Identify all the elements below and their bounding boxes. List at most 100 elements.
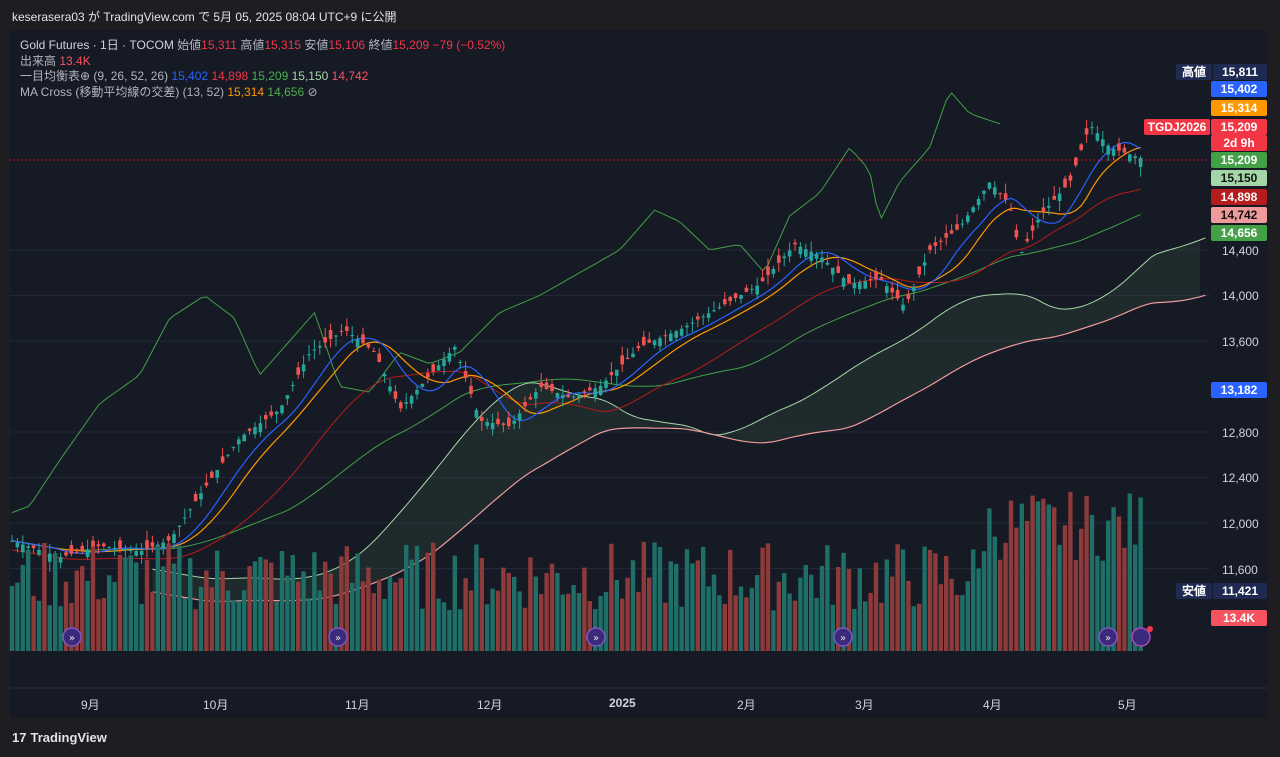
volume-bar (711, 574, 717, 651)
candle-body (885, 286, 889, 293)
open-label: 始値 (177, 38, 202, 52)
candle-body (361, 334, 365, 344)
volume-bar (269, 562, 274, 651)
ichimoku-span-b: 14,742 (331, 69, 369, 83)
volume-bar (922, 546, 927, 651)
volume-bar (42, 542, 47, 651)
volume-bar (1111, 507, 1116, 651)
candle-body (166, 536, 171, 541)
volume-bar (441, 602, 447, 651)
volume-bar (895, 544, 900, 651)
candle-body (793, 242, 797, 245)
event-marker-glyph: » (69, 633, 75, 644)
low-tag-label: 安値 (1176, 583, 1212, 599)
candle-body (647, 339, 651, 343)
candle-body (237, 439, 241, 445)
candle-body (517, 413, 522, 421)
volume-bar (868, 592, 873, 651)
tenkan-tag: 15,402 (1211, 81, 1267, 97)
crosshair-price-tag: 13,182 (1211, 382, 1267, 398)
legend: Gold Futures · 1日 · TOCOM 始値15,311 高値15,… (20, 38, 505, 100)
volume-bar (1035, 501, 1041, 651)
volume-bar (425, 552, 430, 651)
candle-body (582, 391, 587, 393)
candle-body (555, 393, 560, 398)
candle-body (712, 310, 716, 312)
x-tick: 3月 (855, 698, 874, 712)
symbol-name[interactable]: Gold Futures · 1日 · TOCOM (20, 38, 174, 52)
candle-body (933, 242, 938, 246)
candle-body (1133, 156, 1137, 159)
x-tick: 2025 (609, 696, 636, 710)
candle-body (382, 374, 387, 377)
candle-body (172, 533, 176, 543)
volume-bar (285, 575, 290, 651)
volume-bar (555, 572, 560, 651)
volume-bar (171, 563, 177, 651)
tradingview-brand[interactable]: 17 TradingView (12, 730, 107, 745)
candle-body (1079, 144, 1083, 150)
volume-bar (1041, 498, 1046, 651)
candle-body (334, 335, 338, 337)
volume-bar (944, 555, 949, 651)
candle-body (858, 282, 862, 290)
volume-label[interactable]: 出来高 (20, 53, 57, 68)
candle-body (1020, 252, 1024, 254)
open-value: 15,311 (201, 38, 237, 52)
ichimoku-label[interactable]: 一目均衡表⊕ (9, 26, 52, 26) (20, 69, 169, 83)
ma-cross-label[interactable]: MA Cross (移動平均線の交差) (13, 52) (20, 84, 225, 99)
volume-bar (938, 584, 943, 651)
candle-body (895, 289, 900, 299)
volume-bar (360, 581, 366, 651)
volume-bar (528, 557, 533, 651)
candle-body (928, 245, 932, 250)
volume-bar (85, 580, 90, 651)
candle-body (669, 333, 673, 342)
volume-bar (252, 561, 258, 651)
volume-bar (722, 603, 727, 651)
volume-bar (290, 555, 295, 651)
volume-bar (636, 591, 641, 651)
volume-bar (31, 595, 36, 651)
candle-body (26, 546, 30, 548)
candle-body (1047, 205, 1051, 208)
volume-bar (274, 601, 279, 651)
volume-bar (1052, 507, 1057, 651)
candle-body (469, 385, 473, 395)
volume-bar (166, 543, 171, 651)
candle-body (388, 386, 392, 392)
candle-body (852, 283, 857, 289)
volume-bar (906, 580, 911, 651)
candle-body (129, 550, 133, 552)
volume-bar (328, 573, 333, 651)
volume-bar (204, 570, 209, 651)
visibility-icon[interactable]: ⊘ (307, 84, 318, 99)
ma-slow-value: 14,656 (267, 84, 305, 99)
lagging-tag: 15,209 (1211, 152, 1267, 168)
volume-bar (522, 607, 528, 651)
last-price-tag: 15,209 (1211, 119, 1267, 135)
volume-bar (258, 556, 263, 651)
alert-dot (1147, 626, 1153, 632)
volume-bar (927, 549, 933, 651)
volume-bar (609, 543, 614, 651)
y-tick: 13,600 (1222, 335, 1259, 349)
candle-body (706, 313, 711, 318)
tradingview-logo-icon: 17 (12, 730, 27, 745)
ichimoku-lagging-line (11, 92, 1001, 514)
candle-body (339, 330, 344, 332)
candle-body (609, 372, 614, 376)
candle-body (809, 251, 813, 261)
volume-bar (1122, 547, 1127, 651)
volume-bar (787, 593, 792, 651)
symbol-tag[interactable]: TGDJ2026 (1144, 119, 1210, 135)
publish-line: keserasera03 が TradingView.com で 5月 05, … (12, 10, 397, 24)
candle-body (1106, 145, 1110, 155)
brand-name: TradingView (30, 730, 107, 745)
low-label: 安値 (304, 38, 329, 52)
candle-body (442, 359, 446, 366)
candle-body (1041, 207, 1046, 213)
candle-body (436, 365, 441, 371)
candle-body (728, 296, 732, 302)
